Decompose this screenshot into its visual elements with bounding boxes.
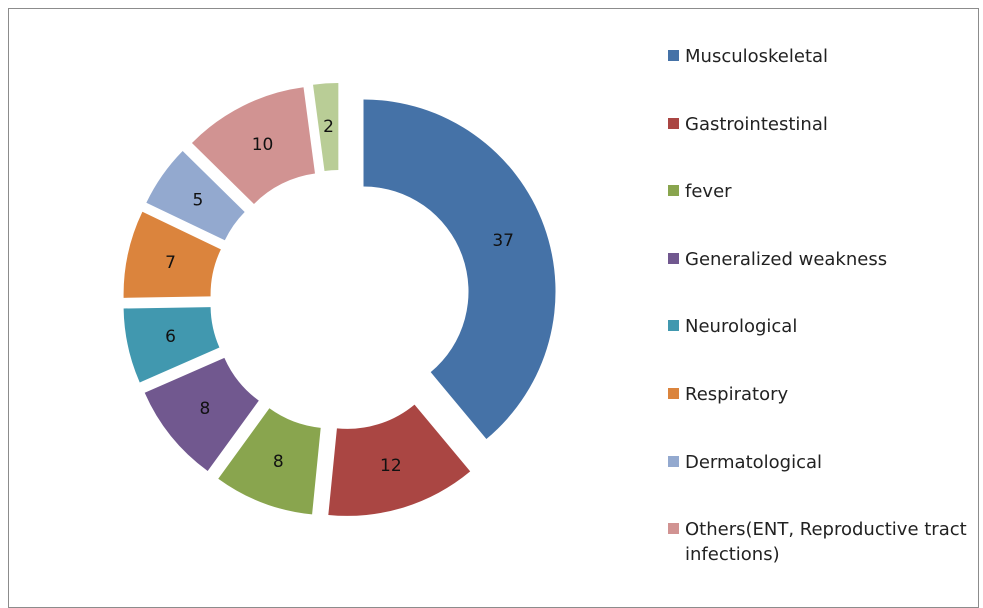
legend-swatch bbox=[668, 388, 679, 399]
legend-label: Neurological bbox=[685, 316, 798, 338]
slice bbox=[123, 307, 220, 383]
data-label: 10 bbox=[252, 135, 274, 155]
legend-label: Respiratory bbox=[685, 384, 789, 405]
legend-label: Gastrointestinal bbox=[685, 113, 828, 135]
legend-label: Dermatological bbox=[685, 451, 823, 473]
slice bbox=[328, 404, 471, 516]
legend-swatch bbox=[668, 252, 679, 264]
legend-item: Neurological bbox=[668, 314, 980, 339]
legend-item: Others(ENT, Reproductive tract infection… bbox=[668, 517, 980, 567]
legend-swatch bbox=[668, 320, 679, 332]
data-label: 5 bbox=[193, 190, 204, 210]
slice bbox=[146, 151, 245, 241]
legend-swatch bbox=[668, 523, 679, 535]
legend-label: Musculoskeletal bbox=[685, 46, 829, 67]
legend-swatch bbox=[668, 185, 679, 197]
legend-swatch bbox=[668, 455, 679, 467]
data-label: 6 bbox=[165, 327, 176, 347]
slice bbox=[313, 83, 339, 171]
legend-item: Dermatological bbox=[668, 450, 980, 475]
slice bbox=[218, 408, 321, 515]
legend-swatch bbox=[668, 50, 679, 61]
legend-item: Musculoskeletal bbox=[668, 44, 980, 69]
data-label: 8 bbox=[273, 452, 284, 472]
slice bbox=[123, 211, 221, 298]
chart: 37 12 8 8 6 7 5 10 2 bbox=[123, 83, 556, 516]
legend-label: Generalized weakness bbox=[685, 248, 888, 270]
slice bbox=[363, 99, 556, 440]
slice bbox=[191, 87, 315, 205]
data-label: 2 bbox=[323, 117, 334, 137]
data-label: 7 bbox=[165, 253, 176, 273]
slice bbox=[144, 357, 259, 472]
data-label: 8 bbox=[199, 399, 210, 419]
legend-swatch bbox=[668, 117, 679, 129]
legend-item: Respiratory bbox=[668, 382, 980, 407]
legend-item: fever bbox=[668, 179, 980, 204]
data-label: 12 bbox=[380, 456, 402, 476]
legend-item: Generalized weakness bbox=[668, 247, 980, 272]
data-label: 37 bbox=[492, 231, 514, 251]
legend-label: fever bbox=[685, 181, 732, 203]
legend-label: Others(ENT, Reproductive tract infection… bbox=[685, 519, 967, 566]
page: 37 12 8 8 6 7 5 10 2 Musculoskeletal Gastrointest… bbox=[8, 8, 980, 608]
legend-item: Gastrointestinal bbox=[668, 112, 980, 137]
